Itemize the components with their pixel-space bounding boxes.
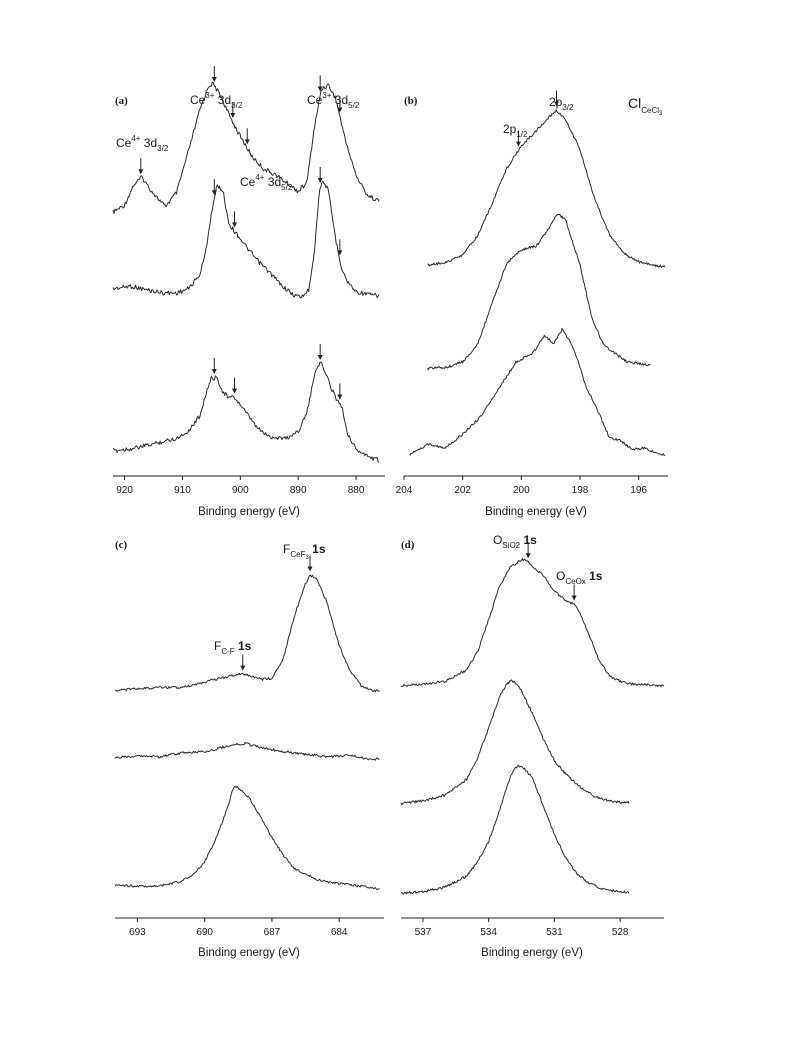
x-tick-label: 531 [546,927,563,938]
spectrum-line [427,213,651,371]
panel-b: (b) 204 202 200 198 196 Binding energy (eV) … [396,90,668,518]
spectra-a [112,81,380,463]
x-axis-title-a: Binding energy (eV) [198,506,300,518]
spectra-d [400,558,665,895]
panel-c: (c) 693 690 687 684 Binding energy (eV) FCe… [114,539,384,959]
spectrum-line [112,81,380,214]
peak-arrow [337,239,343,256]
annotation-2p32: 2p3/2 [549,95,574,112]
x-ticks-c: 693 690 687 684 [129,918,348,938]
peak-arrow [525,542,531,559]
peak-arrows-d [525,542,577,601]
x-tick-label: 528 [612,927,629,938]
peak-arrow [211,179,217,196]
peak-arrow [317,344,323,360]
x-tick-label: 537 [415,927,432,938]
peak-arrow [211,358,217,374]
annotation-ce4-3d52: Ce4+ 3d5/2 [240,173,293,192]
x-tick-label: 684 [331,927,348,938]
x-axis-title-d: Binding energy (eV) [481,947,583,959]
spectra-b [409,109,666,456]
spectrum-line [114,742,380,761]
panel-d: (d) 537 534 531 528 Binding energy (eV) OSi… [400,533,665,959]
peak-arrow [571,584,577,601]
peak-arrow [554,90,560,107]
peak-arrow [317,75,323,92]
annotation-fcef3-1s: FCeF3 1s [283,542,326,561]
x-tick-label: 196 [630,485,647,496]
spectrum-line [114,785,380,890]
x-tick-label: 687 [264,927,281,938]
peak-arrow [211,65,217,82]
panel-label-a: (a) [115,95,128,107]
x-ticks-a: 920 910 900 890 880 [116,476,365,496]
annotation-ce4-3d32: Ce4+ 3d3/2 [116,134,169,153]
x-ticks-b: 204 202 200 198 196 [396,476,647,496]
peak-arrow [337,383,343,400]
x-axis-title-c: Binding energy (eV) [198,947,300,959]
panel-label-c: (c) [115,539,128,551]
peak-arrow [317,167,323,183]
peak-arrows-c [240,555,313,671]
spectrum-line [112,361,380,463]
peak-arrow [337,96,343,113]
peak-arrow [232,377,238,394]
x-tick-label: 198 [572,485,589,496]
annotation-cl-cecl3: ClCeCl3 [628,95,663,117]
x-axis-title-b: Binding energy (eV) [485,506,587,518]
peak-arrow [515,130,521,147]
x-tick-label: 910 [174,485,191,496]
panel-label-d: (d) [401,539,415,551]
spectra-c [114,574,380,890]
spectrum-line [400,558,665,688]
peak-arrow [230,102,236,119]
x-tick-label: 204 [396,485,413,496]
x-tick-label: 880 [348,485,365,496]
spectrum-line [112,180,380,299]
peak-arrow [307,555,313,572]
annotation-ce3-3d52: Ce3+ 3d5/2 [307,91,360,110]
x-tick-label: 534 [480,927,497,938]
x-tick-label: 693 [129,927,146,938]
peak-arrows-a [138,65,343,400]
x-ticks-d: 537 534 531 528 [415,918,629,938]
annotation-ce3-3d32: Ce3+ 3d3/2 [190,91,243,110]
spectrum-line [115,574,380,693]
annotation-2p12: 2p1/2 [503,122,528,139]
peak-arrow [240,654,246,671]
x-tick-label: 890 [290,485,307,496]
panel-a: (a) 920 910 900 890 880 Binding energy (eV) … [112,65,385,518]
spectrum-line [400,679,630,806]
x-tick-label: 900 [232,485,249,496]
spectrum-line [409,327,666,456]
x-tick-label: 202 [454,485,471,496]
spectrum-line [427,109,666,268]
peak-arrow [138,158,144,175]
panel-label-b: (b) [404,95,418,107]
x-tick-label: 200 [513,485,530,496]
peak-arrow [232,211,238,228]
x-tick-label: 690 [196,927,213,938]
peak-arrows-b [515,90,560,147]
annotation-fcf-1s: FC-F 1s [214,639,252,656]
annotation-oceox-1s: OCeOx 1s [556,569,603,586]
annotation-osio2-1s: OSiO2 1s [493,533,537,550]
spectrum-line [400,765,630,895]
peak-arrow [244,128,250,145]
x-tick-label: 920 [116,485,133,496]
